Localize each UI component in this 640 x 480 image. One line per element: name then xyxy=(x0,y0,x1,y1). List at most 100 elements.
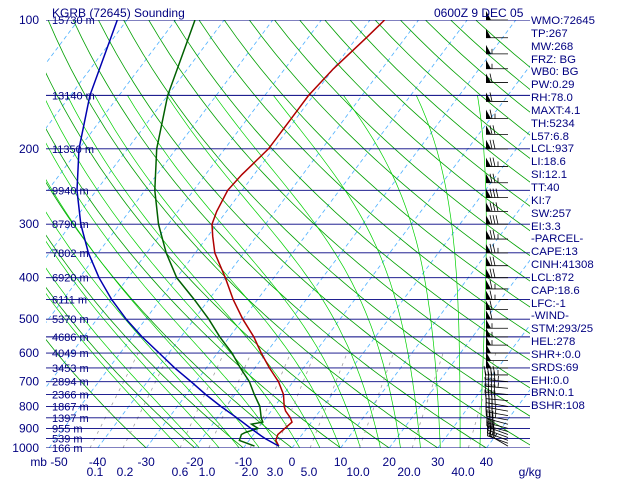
wind-barb xyxy=(486,256,508,267)
wind-barb-flag xyxy=(486,173,491,183)
stats-panel: WMO:72645 TP:267 MW:268 FRZ: BG WB0: BG PW:0.… xyxy=(531,15,639,413)
wind-barb xyxy=(486,229,508,240)
height-label: 955 m xyxy=(52,423,83,435)
wind-barb-flag xyxy=(486,243,491,253)
height-label: 4686 m xyxy=(52,332,89,344)
wind-barb-tick xyxy=(490,377,493,387)
wind-barb-tick xyxy=(489,109,493,119)
stat-item: HEL:278 xyxy=(531,336,576,349)
stat-item: KI:7 xyxy=(531,194,552,207)
height-label: 13140 m xyxy=(52,90,95,102)
height-label: 2894 m xyxy=(52,377,89,389)
pressure-tick-label: 200 xyxy=(19,142,39,156)
wind-barb-tick xyxy=(489,215,493,225)
stat-item: EHI:0.0 xyxy=(531,374,569,387)
stat-item: SHR+:0.0 xyxy=(531,348,581,361)
temperature-tick-label: mb -50 xyxy=(30,455,68,469)
temperature-tick-label: -30 xyxy=(138,455,156,469)
isotherm-line xyxy=(46,20,225,259)
wind-barb xyxy=(486,319,508,329)
wind-barb-flag xyxy=(486,344,491,353)
wind-barb xyxy=(486,327,508,338)
wind-barb-tick xyxy=(495,202,499,212)
wind-barb-flag xyxy=(486,319,491,329)
wind-barb-flag xyxy=(486,268,491,278)
wind-barbs xyxy=(483,11,509,447)
wind-barb-flag xyxy=(486,230,491,240)
wind-barb xyxy=(486,157,508,167)
stat-item: TT:40 xyxy=(531,181,560,194)
height-label: 2366 m xyxy=(52,390,89,402)
moist-adiabat-line xyxy=(166,95,381,448)
wind-barb-tick xyxy=(492,229,496,240)
height-label: 15730 m xyxy=(52,15,95,27)
wind-barb-tick xyxy=(492,125,496,135)
wind-barb xyxy=(486,28,508,39)
wind-barb-flag xyxy=(486,73,491,83)
mixing-ratio-label: 2.0 xyxy=(242,465,259,479)
wind-barb-flag xyxy=(486,327,491,337)
mixing-ratio-line xyxy=(179,352,225,448)
wind-barb-staff xyxy=(488,434,509,447)
mixing-ratio-line xyxy=(89,352,139,448)
wind-barb-staff xyxy=(486,392,509,395)
wind-barb-tick xyxy=(489,173,493,183)
wind-barb-tick xyxy=(489,310,493,320)
moist-adiabat-line xyxy=(94,95,341,448)
height-label: 4049 m xyxy=(52,348,89,360)
wind-barb-flag xyxy=(486,351,491,361)
wind-barb-tick xyxy=(495,215,499,225)
wind-barb-tick xyxy=(489,202,493,212)
wind-barb-tick xyxy=(489,139,493,149)
mixing-ratio-line xyxy=(122,352,170,448)
stat-item: STM:293/25 xyxy=(531,323,594,336)
isotherm-line xyxy=(340,194,530,448)
stat-item: FRZ: BG xyxy=(531,53,576,66)
wind-barb-staff xyxy=(486,385,509,389)
wind-barb-flag xyxy=(486,92,491,102)
moist-adiabat-line xyxy=(66,95,321,448)
wind-barb xyxy=(486,300,508,311)
wind-barb-tick xyxy=(492,365,496,376)
wind-barb xyxy=(486,268,508,279)
wind-barb xyxy=(486,279,508,290)
wind-barb-staff xyxy=(486,422,509,429)
wind-barb-flag xyxy=(486,109,491,119)
wind-barb-tick xyxy=(483,365,487,376)
stat-item: LCL:872 xyxy=(531,271,575,284)
wind-barb-staff xyxy=(487,435,509,444)
wind-barb-flag xyxy=(486,157,491,167)
height-label: 5370 m xyxy=(52,314,89,326)
wind-barb-flag xyxy=(486,256,491,266)
wind-barb-tick xyxy=(492,215,496,225)
pressure-tick-label: 500 xyxy=(19,312,39,326)
wind-barb-tick xyxy=(489,125,493,135)
temperature-tick-label: -40 xyxy=(89,455,107,469)
wind-barb-tick xyxy=(492,256,496,266)
wind-barb-tick xyxy=(487,383,490,393)
height-label: 8790 m xyxy=(52,219,89,231)
height-label: 9940 m xyxy=(52,185,89,197)
stat-item: L57:6.8 xyxy=(531,130,570,143)
wind-barb xyxy=(486,409,509,425)
sounding-profiles xyxy=(76,20,386,447)
pressure-tick-label: 900 xyxy=(19,421,39,435)
wind-barb xyxy=(486,336,508,346)
wind-barb-tick xyxy=(492,268,496,278)
wind-barb-tick xyxy=(493,377,496,388)
wind-barb xyxy=(486,351,508,362)
wind-barb-staff xyxy=(486,411,509,416)
mixing-ratio-label: 3.0 xyxy=(267,465,284,479)
stat-item: CINH:41308 xyxy=(531,259,594,272)
stat-item: RH:78.0 xyxy=(531,92,573,105)
wind-barb xyxy=(486,290,508,300)
isotherm-line xyxy=(145,20,468,448)
wind-barb-flag xyxy=(486,215,491,225)
wind-barb xyxy=(486,44,508,55)
wind-barb-flag xyxy=(486,202,491,212)
wind-barb-tick xyxy=(489,157,493,167)
pressure-tick-label: 1000 xyxy=(12,441,39,455)
wind-barb-staff xyxy=(486,425,509,432)
